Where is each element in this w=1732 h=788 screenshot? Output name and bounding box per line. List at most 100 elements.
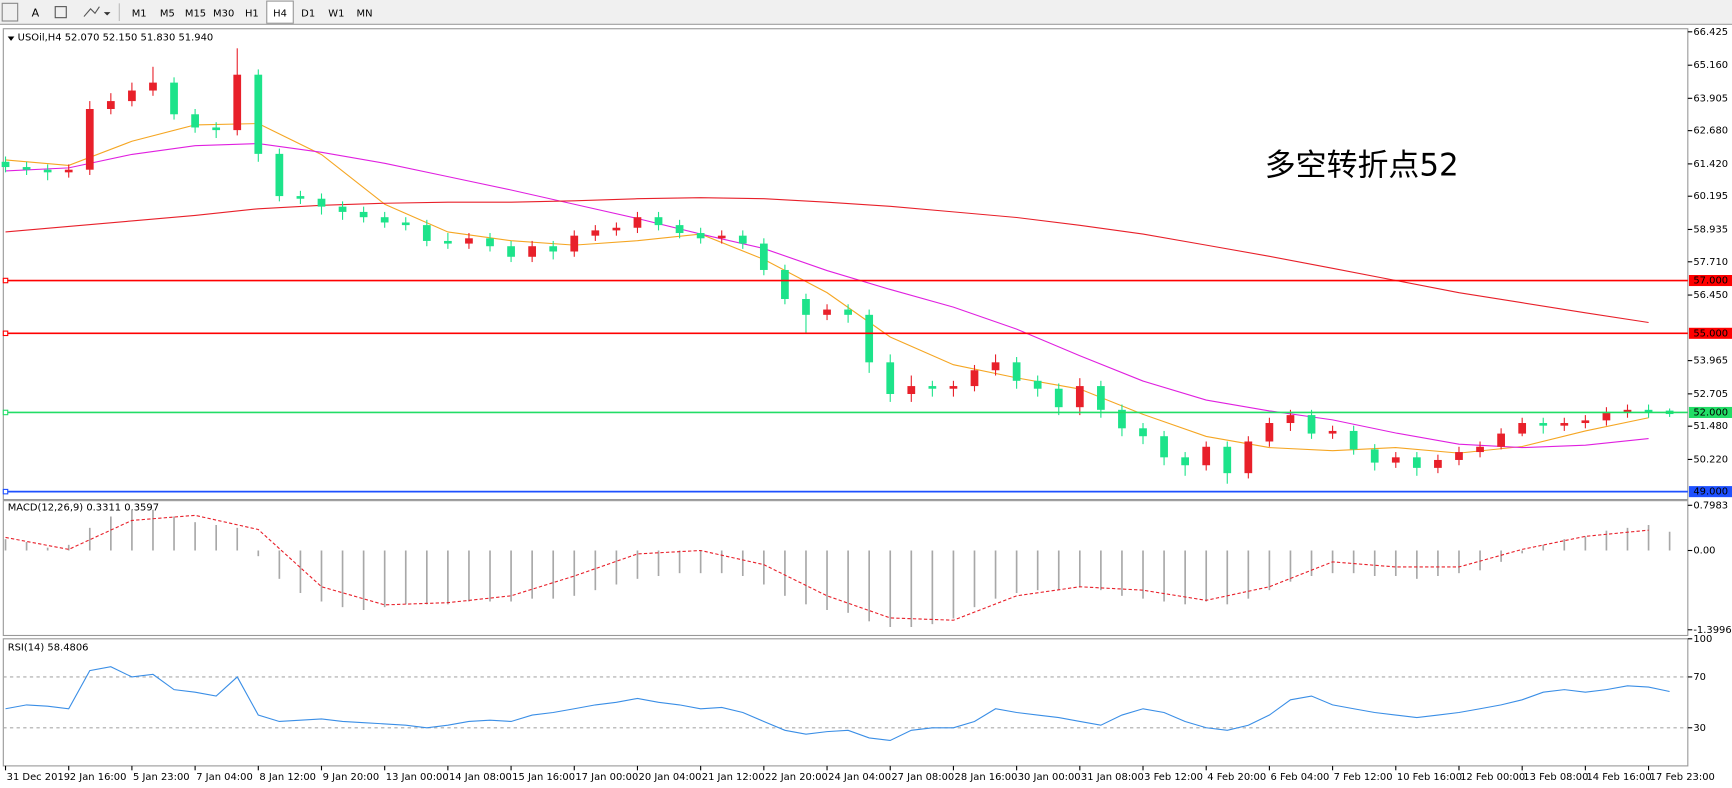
candle-body bbox=[570, 235, 579, 252]
candle-body bbox=[85, 109, 94, 170]
candle-body bbox=[802, 298, 810, 315]
toolbar-tools: A bbox=[1, 2, 120, 22]
candle-body bbox=[191, 114, 199, 128]
x-tick-label: 21 Jan 12:00 bbox=[702, 772, 765, 783]
y-tick-label: 66.425 bbox=[1693, 27, 1728, 38]
level-label-box bbox=[1688, 486, 1732, 498]
candle-body bbox=[380, 217, 389, 223]
candle-body bbox=[675, 225, 684, 234]
candle-body bbox=[444, 240, 452, 244]
annotation: 多空转折点52 bbox=[1265, 147, 1459, 183]
y-tick-label: 65.160 bbox=[1693, 60, 1728, 71]
candle-body bbox=[1370, 449, 1379, 463]
candle-body bbox=[507, 246, 515, 257]
candle-body bbox=[1, 161, 10, 168]
candle-body bbox=[43, 169, 52, 173]
level-handle bbox=[2, 277, 9, 284]
timeframe-button[interactable]: H4 bbox=[273, 8, 287, 19]
level-handle bbox=[2, 330, 9, 337]
candle-body bbox=[1181, 457, 1190, 466]
timeframe-button[interactable]: M15 bbox=[185, 8, 206, 19]
candle-body bbox=[1602, 412, 1611, 421]
candle-body bbox=[1644, 409, 1653, 413]
candle-body bbox=[1118, 409, 1126, 429]
y-tick-label: 70 bbox=[1693, 672, 1706, 683]
candle-body bbox=[928, 386, 937, 389]
y-tick-label: -1.3996 bbox=[1693, 625, 1731, 636]
y-tick-label: 50.220 bbox=[1693, 454, 1728, 465]
level-label: 52.000 bbox=[1693, 407, 1728, 418]
candle-body bbox=[781, 269, 789, 299]
candle-body bbox=[1286, 415, 1295, 424]
x-tick-label: 4 Feb 20:00 bbox=[1207, 772, 1266, 783]
level-label: 55.000 bbox=[1693, 328, 1728, 339]
y-tick-label: 51.480 bbox=[1693, 421, 1728, 432]
y-tick-label: 52.705 bbox=[1693, 389, 1728, 400]
tool-icon[interactable] bbox=[83, 6, 100, 17]
candle-body bbox=[1097, 386, 1105, 410]
level-label: 49.000 bbox=[1693, 487, 1728, 498]
candle-body bbox=[759, 243, 768, 270]
candle-body bbox=[359, 211, 368, 218]
x-tick-label: 7 Jan 04:00 bbox=[196, 772, 253, 783]
y-tick-label: 56.450 bbox=[1693, 290, 1728, 301]
candle-body bbox=[823, 309, 831, 315]
candle-body bbox=[106, 101, 115, 110]
x-tick-label: 2 Jan 16:00 bbox=[70, 772, 127, 783]
x-tick-label: 5 Jan 23:00 bbox=[133, 772, 190, 783]
tool-icon[interactable] bbox=[1, 2, 19, 22]
moving-average bbox=[5, 197, 1649, 324]
x-tick-label: 31 Jan 08:00 bbox=[1081, 772, 1144, 783]
timeframe-button[interactable]: MN bbox=[357, 8, 373, 19]
timeframe-button[interactable]: M1 bbox=[132, 8, 147, 19]
candle-body bbox=[64, 169, 73, 173]
candle-body bbox=[717, 235, 726, 239]
timeframe-active[interactable] bbox=[266, 0, 294, 24]
tool-icon[interactable] bbox=[54, 6, 67, 19]
candle-body bbox=[401, 222, 410, 226]
y-tick-label: 60.195 bbox=[1693, 191, 1728, 202]
candle-body bbox=[738, 235, 747, 244]
x-tick-label: 31 Dec 2019 bbox=[7, 772, 70, 783]
timeframe-button[interactable]: M5 bbox=[160, 8, 175, 19]
x-tick-label: 27 Jan 08:00 bbox=[891, 772, 954, 783]
y-tick-label: 100 bbox=[1693, 634, 1712, 645]
timeframe-button[interactable]: H1 bbox=[245, 8, 259, 19]
candle-body bbox=[1223, 446, 1232, 474]
candle-body bbox=[949, 386, 958, 389]
candle-body bbox=[1539, 423, 1548, 426]
candle-body bbox=[886, 362, 895, 394]
candle-body bbox=[1434, 459, 1442, 468]
x-tick-label: 20 Jan 04:00 bbox=[639, 772, 702, 783]
x-tick-label: 24 Jan 04:00 bbox=[828, 772, 891, 783]
level-label-box bbox=[1688, 274, 1732, 287]
timeframe-button[interactable]: M30 bbox=[213, 8, 234, 19]
candle-body bbox=[865, 314, 874, 363]
candle-body bbox=[549, 246, 558, 252]
rsi-title: RSI(14) 58.4806 bbox=[8, 643, 89, 654]
timeframe-button[interactable]: D1 bbox=[301, 8, 315, 19]
macd-title: MACD(12,26,9) 0.3311 0.3597 bbox=[8, 502, 159, 513]
x-tick-label: 6 Feb 04:00 bbox=[1271, 772, 1330, 783]
candle-body bbox=[1033, 380, 1042, 389]
candle-body bbox=[212, 127, 221, 131]
moving-average bbox=[5, 143, 1649, 449]
candle-body bbox=[1160, 436, 1168, 458]
dropdown-arrow[interactable] bbox=[103, 12, 111, 16]
toolbar bbox=[0, 0, 1732, 25]
y-tick-label: 0.00 bbox=[1693, 546, 1715, 557]
chart-title: USOil,H4 52.070 52.150 51.830 51.940 bbox=[18, 33, 214, 44]
tool-text[interactable]: A bbox=[32, 6, 40, 19]
y-tick-label: 62.680 bbox=[1693, 126, 1728, 137]
candle-body bbox=[1476, 446, 1484, 453]
candle-body bbox=[1265, 423, 1274, 442]
candle-body bbox=[1244, 441, 1253, 474]
symbol-arrow bbox=[7, 36, 15, 41]
timeframe-button[interactable]: W1 bbox=[328, 8, 344, 19]
candle-body bbox=[275, 153, 284, 197]
candle-body bbox=[149, 82, 157, 91]
x-tick-label: 14 Jan 08:00 bbox=[449, 772, 512, 783]
macd-pane bbox=[2, 500, 1689, 637]
